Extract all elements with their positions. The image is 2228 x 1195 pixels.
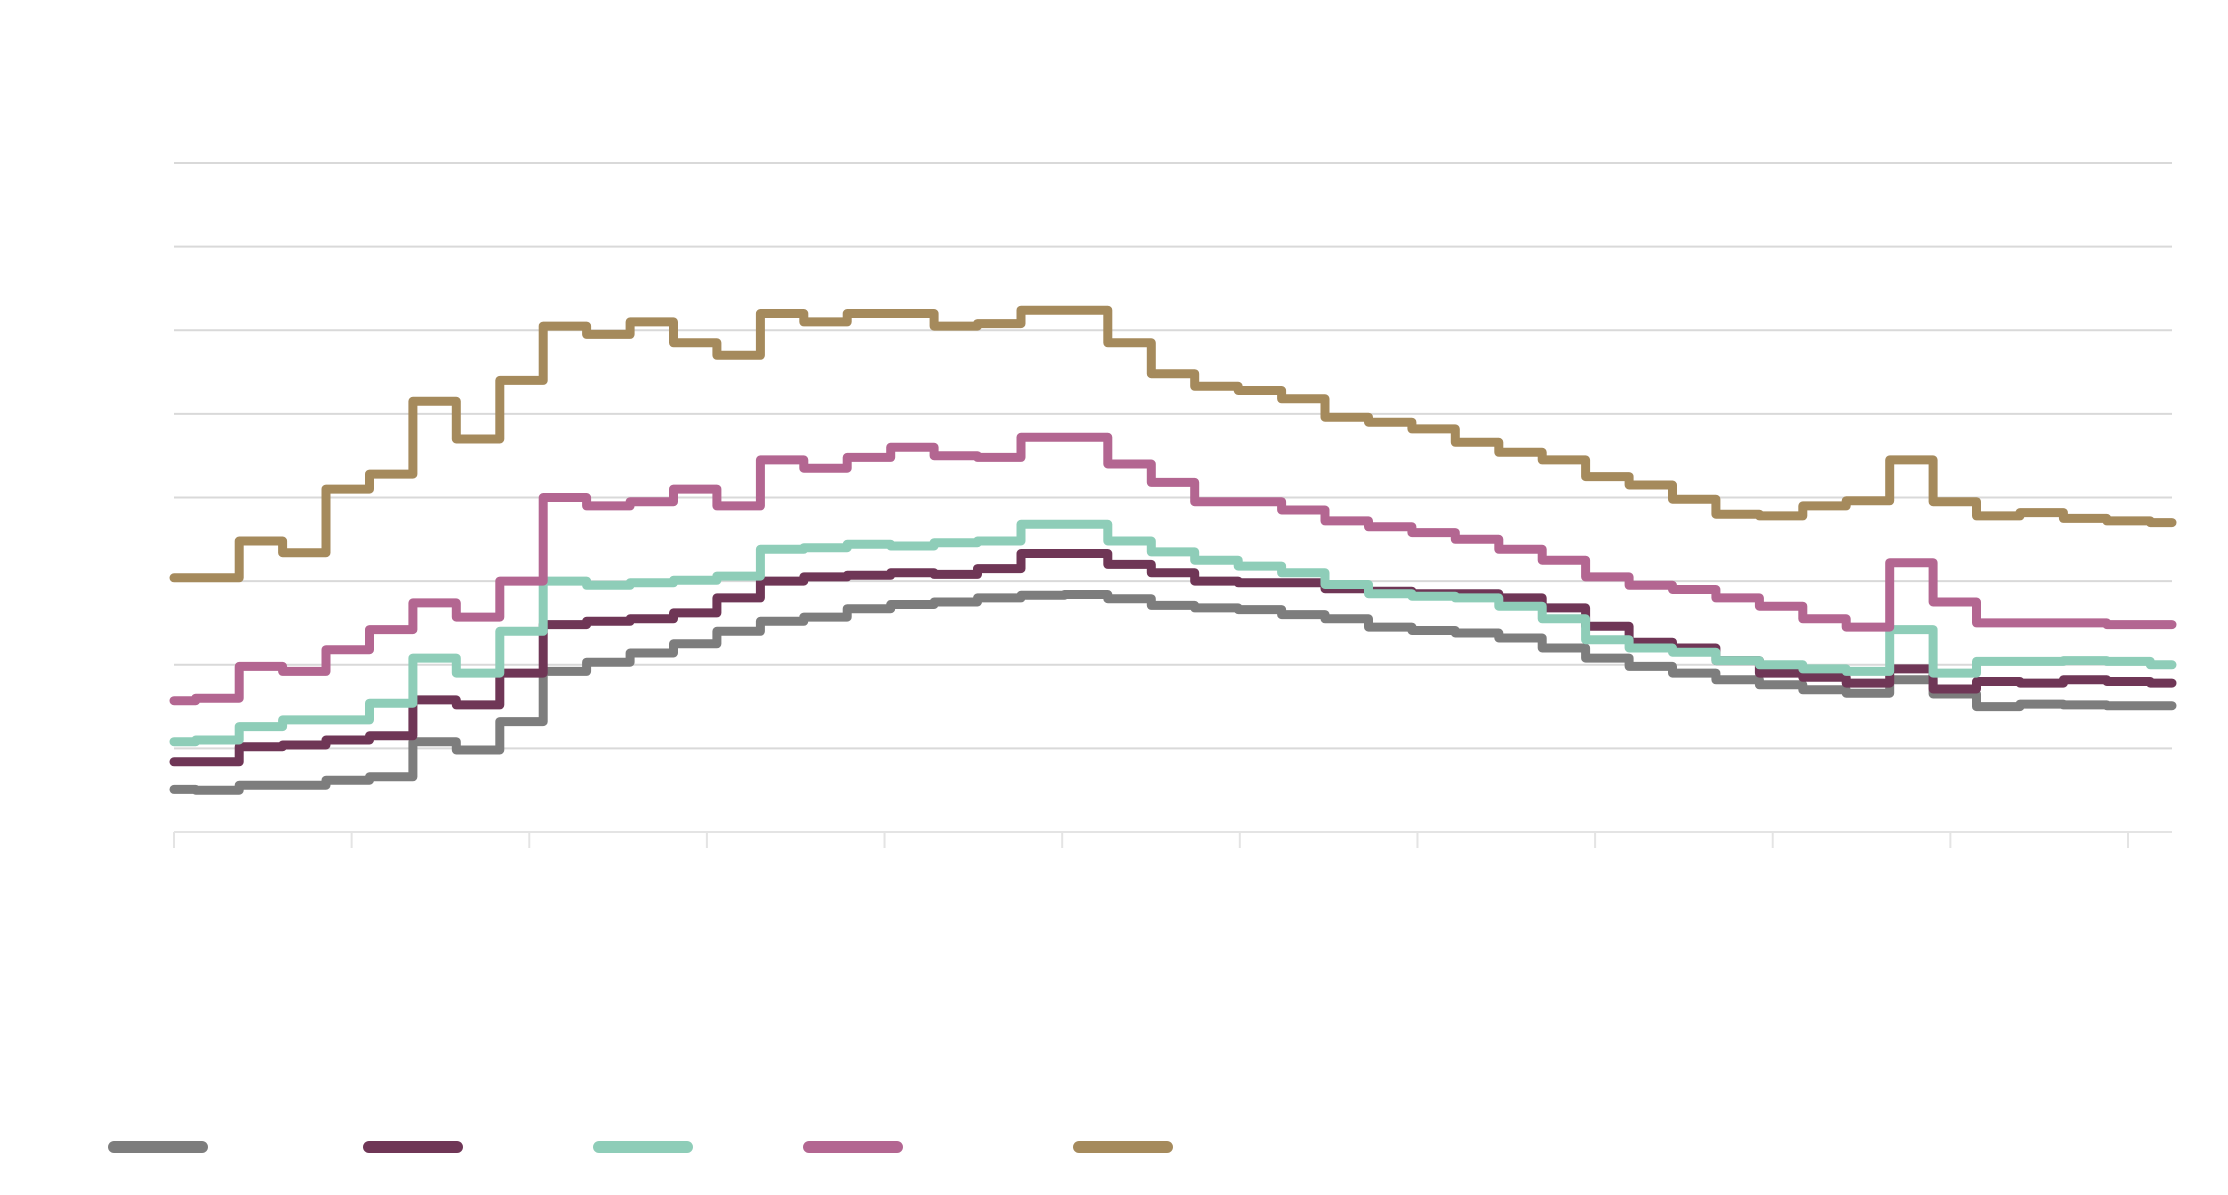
legend-item-2	[363, 1141, 473, 1153]
legend-swatch	[593, 1141, 693, 1153]
legend-swatch	[1073, 1141, 1173, 1153]
series-line-1	[169, 590, 2177, 795]
legend-swatch	[803, 1141, 903, 1153]
x-axis	[173, 831, 2172, 848]
series-line-2	[169, 549, 2177, 767]
series-line-3	[169, 519, 2177, 747]
legend-item-1	[108, 1141, 218, 1153]
legend-item-5	[1073, 1141, 1183, 1153]
legend-item-3	[593, 1141, 703, 1153]
legend-item-4	[803, 1141, 913, 1153]
legend-swatch	[363, 1141, 463, 1153]
chart-legend	[108, 1135, 1183, 1159]
series-line-5	[169, 305, 2177, 583]
series-layer	[169, 305, 2177, 795]
legend-swatch	[108, 1141, 208, 1153]
grid-layer	[174, 162, 2172, 750]
series-line-4	[169, 432, 2177, 706]
